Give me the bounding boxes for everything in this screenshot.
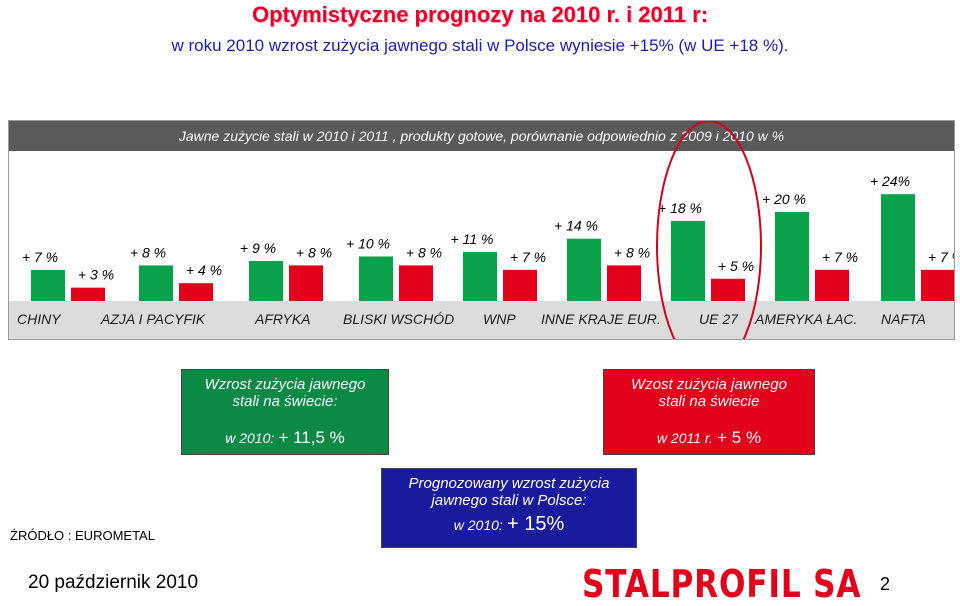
bar-chart: + 7 % + 3 % CHINY + 8 % + 4 % AZJA I PACYFIK +…: [17, 121, 954, 339]
poland-box-value: + 15%: [506, 513, 565, 535]
bar-green: [139, 265, 173, 301]
data-label: + 24%: [870, 173, 910, 189]
data-label: + 7 %: [822, 249, 858, 265]
category-band: [9, 301, 954, 339]
world-box-line2: stali na świecie:: [232, 393, 338, 410]
data-label: + 7 %: [928, 249, 954, 265]
data-label: + 7 %: [510, 249, 546, 265]
bar-red: [179, 283, 213, 301]
bar-green: [775, 212, 809, 301]
bar-red: [921, 269, 954, 301]
poland-box-line1: Prognozowany wzrost zużycia: [408, 475, 610, 492]
category-label: AZJA I PACYFIK: [100, 311, 206, 327]
world-box-value: + 11,5 %: [278, 428, 345, 447]
data-label: + 11 %: [451, 231, 494, 247]
bar-green: [249, 260, 283, 301]
bar-red: [607, 265, 641, 301]
page-subtitle: w roku 2010 wzrost zużycia jawnego stali…: [171, 36, 789, 55]
data-label: + 8 %: [296, 244, 332, 260]
bar-green: [671, 220, 705, 301]
data-label: + 9 %: [240, 240, 276, 256]
poland-box-year: w 2010:: [453, 517, 503, 533]
world2-box-year: w 2011 r.: [656, 430, 713, 446]
world2-box-line2: stali na świecie: [658, 393, 760, 410]
category-label: UE 27: [699, 311, 739, 327]
bar-red: [503, 269, 537, 301]
category-label: AMERYKA ŁAC.: [754, 311, 857, 327]
bar-red: [399, 265, 433, 301]
poland-box: Prognozowany wzrost zużycia jawnego stal…: [381, 468, 637, 548]
category-label: BLISKI WSCHÓD: [343, 311, 454, 327]
world2-box-value: + 5 %: [717, 428, 762, 447]
data-label: + 8 %: [406, 244, 442, 260]
company-logo: STALPROFIL SA: [582, 562, 862, 606]
world-box-line1: Wzrost zużycia jawnego: [204, 376, 366, 393]
world-2011-box: Wzost zużycia jawnego stali na świecie w…: [603, 369, 815, 455]
chart-title: Jawne zużycie stali w 2010 i 2011 , prod…: [9, 121, 954, 151]
highlight-ellipse: [656, 121, 762, 339]
data-label: + 10 %: [346, 236, 390, 252]
bar-red: [815, 269, 849, 301]
data-label: + 4 %: [186, 262, 222, 278]
data-label: + 14 %: [554, 218, 598, 234]
category-label: AFRYKA: [254, 311, 311, 327]
bar-green: [463, 252, 497, 301]
bar-red: [289, 265, 323, 301]
world-box-year: w 2010:: [225, 430, 275, 446]
page-number: 2: [880, 574, 891, 594]
category-label: WNP: [483, 311, 516, 327]
data-label: + 7 %: [22, 249, 58, 265]
data-label: + 8 %: [130, 244, 166, 260]
category-label: INNE KRAJE EUR.: [541, 311, 661, 327]
world-2010-box: Wzrost zużycia jawnego stali na świecie:…: [181, 369, 389, 455]
bar-green: [567, 238, 601, 301]
bar-green: [31, 269, 65, 301]
world2-box-line1: Wzost zużycia jawnego: [631, 376, 787, 393]
poland-box-line2: jawnego stali w Polsce:: [431, 492, 587, 509]
date-footer: 20 październik 2010: [28, 572, 199, 593]
bar-green: [881, 194, 915, 301]
source-note: ŹRÓDŁO : EUROMETAL: [10, 528, 155, 543]
bar-green: [359, 256, 393, 301]
category-label: CHINY: [17, 311, 62, 327]
data-label: + 5 %: [718, 258, 754, 274]
bar-red: [711, 278, 745, 301]
data-label: + 3 %: [78, 267, 114, 283]
data-label: + 18 %: [658, 200, 702, 216]
chart-panel: Jawne zużycie stali w 2010 i 2011 , prod…: [8, 120, 955, 340]
data-label: + 20 %: [762, 191, 806, 207]
page-title: Optymistyczne prognozy na 2010 r. i 2011…: [251, 2, 709, 27]
category-label: NAFTA: [881, 311, 926, 327]
data-label: + 8 %: [614, 244, 650, 260]
bar-red: [71, 287, 105, 301]
